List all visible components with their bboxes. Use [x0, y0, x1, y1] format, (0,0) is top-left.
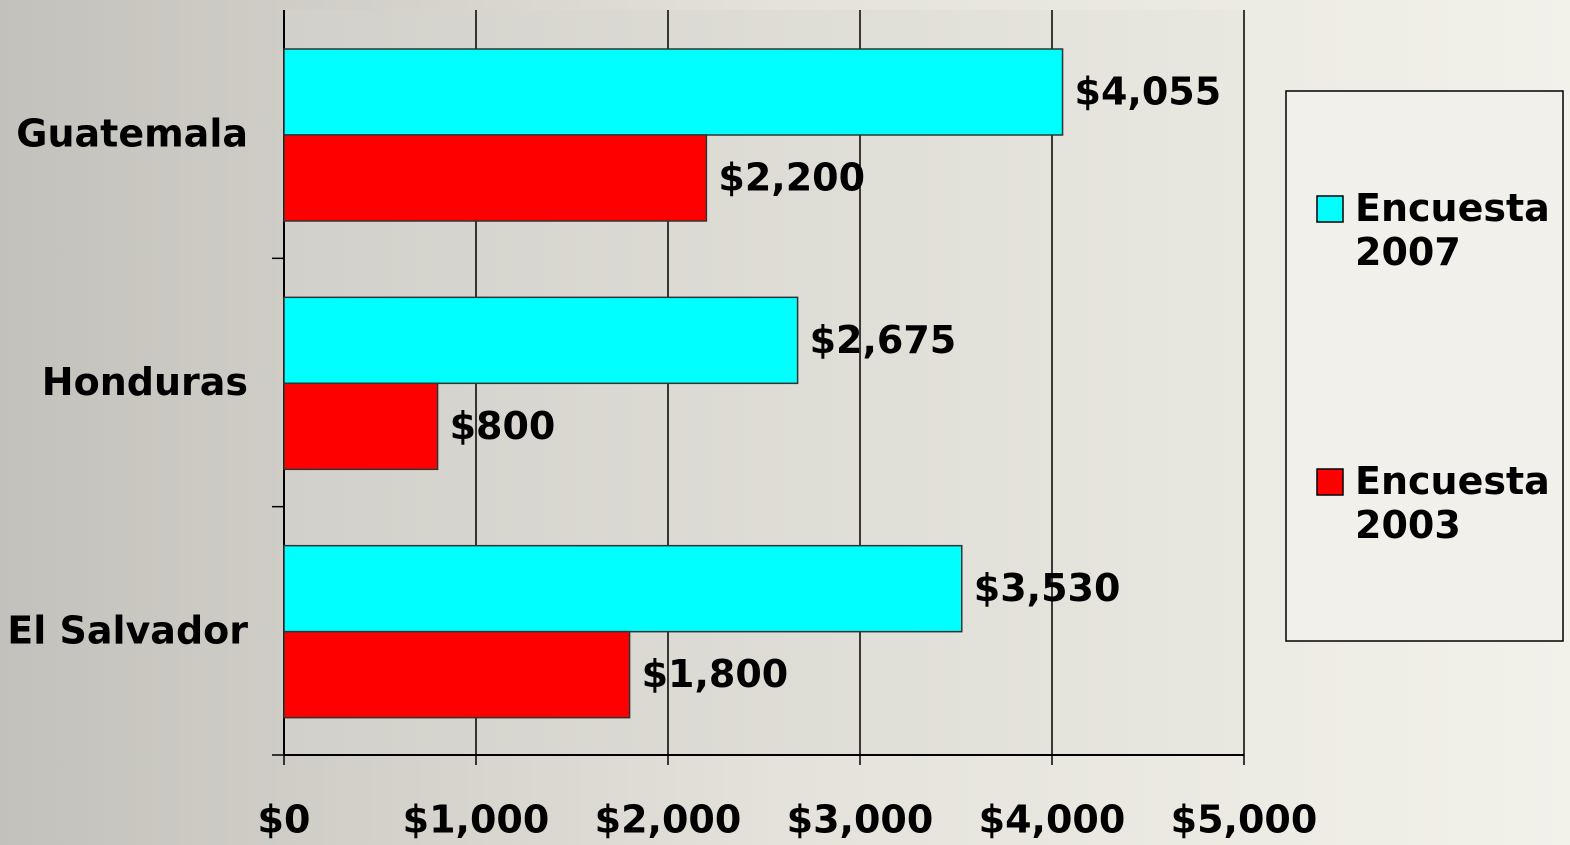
value-label: $800 — [450, 404, 556, 448]
y-tick-label: El Salvador — [7, 608, 248, 652]
bar — [283, 544, 963, 633]
y-tick-label: Guatemala — [16, 112, 248, 156]
bar — [283, 134, 708, 222]
bar — [283, 296, 799, 385]
x-tick-label: $4,000 — [979, 798, 1126, 842]
bar — [283, 382, 439, 471]
legend-swatch — [1316, 468, 1344, 496]
x-tick-label: $5,000 — [1171, 798, 1318, 842]
x-tick-label: $1,000 — [403, 798, 550, 842]
value-label: $3,530 — [974, 566, 1121, 610]
legend-swatch — [1316, 195, 1344, 223]
value-label: $1,800 — [642, 652, 789, 696]
value-label: $2,675 — [810, 318, 957, 362]
legend-label: Encuesta 2007 — [1355, 186, 1550, 274]
legend-label: Encuesta 2003 — [1355, 459, 1550, 547]
bar — [283, 48, 1064, 136]
x-tick-label: $2,000 — [595, 798, 742, 842]
x-tick-label: $0 — [258, 798, 311, 842]
x-tick-label: $3,000 — [787, 798, 934, 842]
y-tick-label: Honduras — [42, 360, 248, 404]
bar — [283, 630, 631, 719]
value-label: $4,055 — [1075, 70, 1222, 114]
value-label: $2,200 — [718, 156, 865, 200]
legend-box — [1285, 90, 1564, 642]
